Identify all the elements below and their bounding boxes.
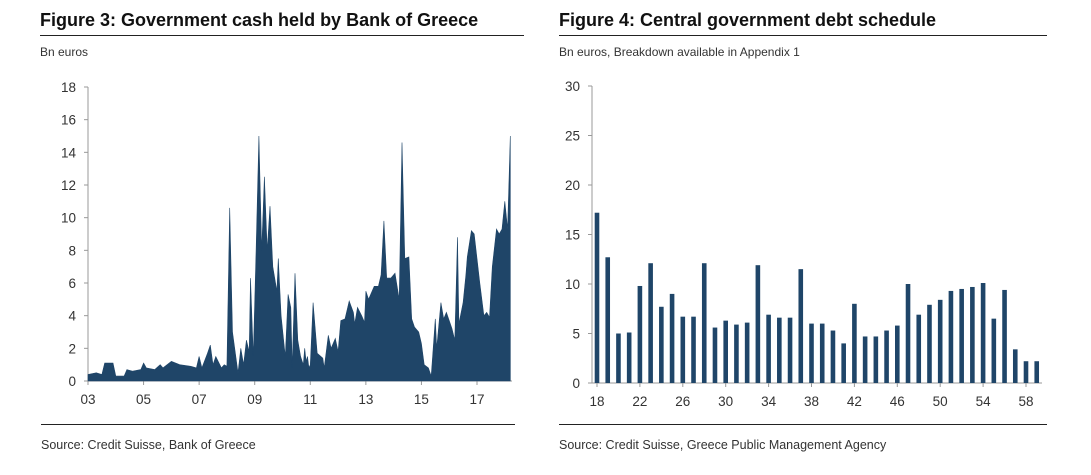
- debt-bar-2042: [852, 303, 857, 383]
- debt-bar-2035: [777, 317, 782, 383]
- x-tick-label: 58: [1018, 394, 1033, 409]
- debt-bar-2026: [680, 316, 686, 383]
- debt-bar-2055: [991, 318, 997, 383]
- x-tick-label: 30: [718, 394, 733, 409]
- x-tick-label: 13: [358, 392, 373, 407]
- debt-bar-2051: [948, 290, 954, 383]
- debt-bar-2030: [723, 320, 728, 383]
- debt-bar-2031: [734, 324, 739, 383]
- debt-bar-2019: [605, 257, 611, 383]
- title-rule: [559, 35, 1047, 36]
- cash-area-series: [87, 135, 511, 382]
- debt-bar-2018: [594, 212, 600, 383]
- figure-3-unit: Bn euros: [40, 45, 89, 59]
- debt-bar-2041: [841, 343, 846, 383]
- debt-bar-2037: [798, 269, 804, 383]
- x-tick-label: 54: [976, 394, 992, 409]
- debt-bar-2045: [884, 330, 889, 383]
- y-tick-label: 6: [68, 276, 76, 291]
- title-rule: [40, 35, 524, 36]
- debt-bar-2029: [712, 327, 718, 383]
- x-tick-label: 50: [933, 394, 948, 409]
- x-tick-label: 26: [675, 394, 690, 409]
- debt-bar-2033: [755, 265, 761, 383]
- y-tick-label: 20: [565, 178, 580, 193]
- figure-4-unit: Bn euros, Breakdown available in Appendi…: [559, 45, 800, 59]
- y-tick-label: 10: [61, 211, 76, 226]
- x-tick-label: 38: [804, 394, 819, 409]
- y-tick-label: 4: [68, 309, 76, 324]
- debt-bar-2023: [648, 263, 653, 383]
- y-tick-label: 25: [565, 129, 580, 144]
- figure-3-source: Source: Credit Suisse, Bank of Greece: [41, 438, 256, 452]
- debt-bar-2040: [830, 330, 836, 383]
- y-tick-label: 2: [68, 341, 76, 356]
- y-tick-label: 12: [61, 178, 76, 193]
- x-tick-label: 34: [761, 394, 777, 409]
- debt-bar-2052: [959, 288, 964, 383]
- debt-bar-2059: [1034, 361, 1040, 383]
- debt-bar-2043: [862, 336, 868, 383]
- debt-bar-2048: [916, 314, 922, 383]
- x-tick-label: 15: [414, 392, 429, 407]
- x-tick-label: 18: [589, 394, 604, 409]
- debt-bar-2046: [895, 325, 900, 383]
- debt-bar-2032: [744, 322, 750, 383]
- debt-bar-2050: [937, 299, 943, 383]
- debt-bar-2053: [970, 286, 975, 383]
- y-tick-label: 15: [565, 228, 580, 243]
- figure-4-title: Figure 4: Central government debt schedu…: [559, 10, 937, 30]
- debt-bar-2049: [927, 304, 932, 383]
- debt-bar-2025: [669, 293, 675, 383]
- source-rule: [559, 424, 1047, 425]
- x-tick-label: 22: [632, 394, 647, 409]
- debt-bar-2028: [701, 263, 707, 383]
- y-tick-label: 16: [61, 113, 76, 128]
- x-tick-label: 46: [890, 394, 905, 409]
- y-tick-label: 14: [61, 145, 77, 160]
- debt-bar-2044: [873, 336, 879, 383]
- source-rule: [41, 424, 515, 425]
- y-tick-label: 5: [572, 327, 580, 342]
- debt-bar-2022: [637, 285, 643, 383]
- x-tick-label: 07: [192, 392, 207, 407]
- figure-3-title: Figure 3: Government cash held by Bank o…: [40, 10, 479, 30]
- debt-bar-2054: [980, 283, 986, 383]
- debt-bar-2024: [659, 306, 664, 383]
- debt-bar-2047: [905, 284, 911, 383]
- figure-4-source: Source: Credit Suisse, Greece Public Man…: [559, 438, 887, 452]
- x-tick-label: 05: [136, 392, 151, 407]
- y-tick-label: 18: [61, 80, 76, 95]
- y-tick-label: 8: [68, 243, 76, 258]
- debt-bar-2038: [809, 323, 814, 383]
- y-tick-label: 0: [572, 376, 580, 391]
- debt-bar-2036: [787, 317, 793, 383]
- debt-bar-2058: [1023, 361, 1029, 383]
- x-tick-label: 09: [247, 392, 262, 407]
- x-tick-label: 03: [80, 392, 95, 407]
- debt-bar-2020: [616, 333, 621, 383]
- x-tick-label: 11: [303, 392, 317, 407]
- x-tick-label: 17: [469, 392, 484, 407]
- y-tick-label: 30: [565, 79, 580, 94]
- debt-bar-2034: [766, 314, 771, 383]
- x-tick-label: 42: [847, 394, 862, 409]
- y-tick-label: 0: [68, 374, 76, 389]
- debt-bar-2056: [1002, 289, 1007, 383]
- debt-bar-2021: [626, 332, 632, 383]
- y-tick-label: 10: [565, 277, 580, 292]
- debt-bar-2057: [1012, 349, 1018, 383]
- debt-bar-2039: [819, 323, 825, 383]
- debt-bar-2027: [691, 316, 696, 383]
